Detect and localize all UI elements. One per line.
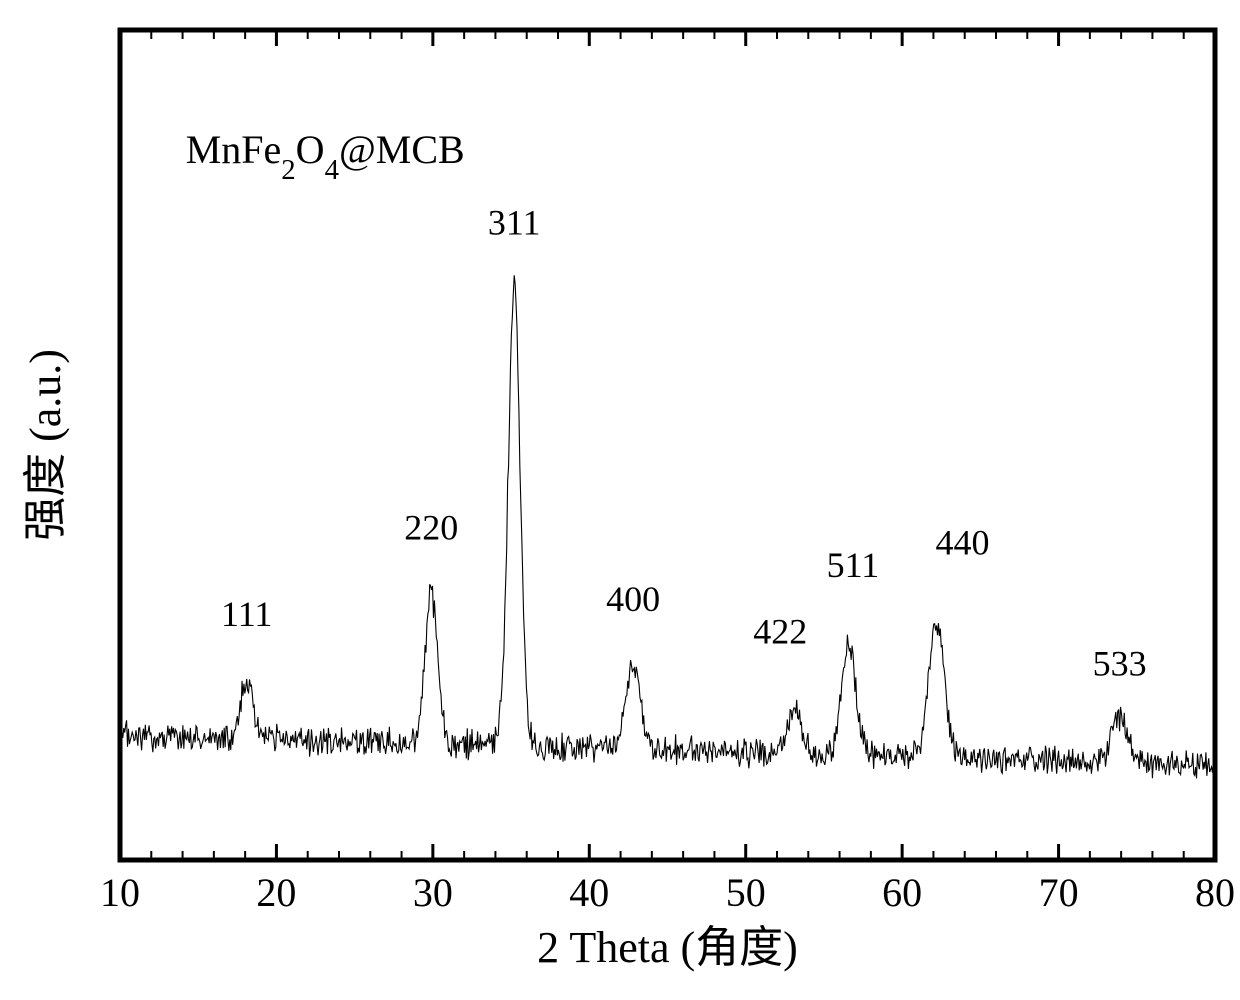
x-tick-label: 70 xyxy=(1039,870,1079,915)
x-tick-label: 30 xyxy=(413,870,453,915)
x-tick-label: 60 xyxy=(882,870,922,915)
x-tick-label: 10 xyxy=(100,870,140,915)
x-tick-label: 80 xyxy=(1195,870,1235,915)
x-tick-label: 50 xyxy=(726,870,766,915)
sample-label: MnFe2O4@MCB xyxy=(186,127,465,186)
x-axis-label: 2 Theta (角度) xyxy=(537,923,798,972)
xrd-chart: 10 20 30 40 50 60 70 80 111 220 311 400 422 511 440 53… xyxy=(0,0,1240,1000)
peak-label-400: 400 xyxy=(606,579,660,619)
xrd-trace xyxy=(120,275,1214,778)
x-tick-label: 40 xyxy=(569,870,609,915)
peak-labels: 111 220 311 400 422 511 440 533 xyxy=(221,202,1147,683)
peak-label-111: 111 xyxy=(221,594,272,634)
x-tick-labels: 10 20 30 40 50 60 70 80 xyxy=(100,870,1235,915)
peak-label-440: 440 xyxy=(936,522,990,562)
peak-label-422: 422 xyxy=(753,612,807,652)
y-axis-label: 强度 (a.u.) xyxy=(21,349,70,541)
x-tick-label: 20 xyxy=(256,870,296,915)
peak-label-311: 311 xyxy=(488,202,541,242)
peak-label-220: 220 xyxy=(404,507,458,547)
peak-label-511: 511 xyxy=(827,545,880,585)
peak-label-533: 533 xyxy=(1093,644,1147,684)
